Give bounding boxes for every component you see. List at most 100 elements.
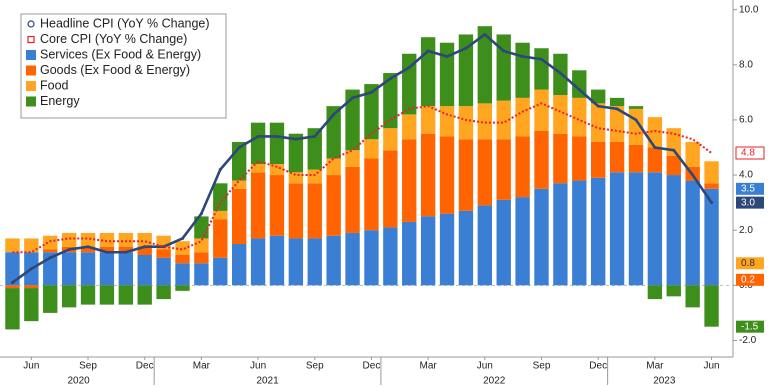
bar-segment xyxy=(383,150,398,228)
end-label: 3.0 xyxy=(741,197,755,208)
bar-segment xyxy=(175,263,190,286)
bar-segment xyxy=(269,235,285,286)
bar-segment xyxy=(383,128,398,151)
bar-segment xyxy=(591,177,606,286)
x-tick-label: Sep xyxy=(306,361,324,372)
bar-segment xyxy=(647,172,663,286)
y-tick-label: 8.0 xyxy=(739,59,753,70)
bar-segment xyxy=(326,158,341,176)
bar-segment xyxy=(194,263,209,286)
bar-segment xyxy=(99,246,115,253)
bar-segment xyxy=(24,285,39,289)
bar-segment xyxy=(420,37,436,107)
bar-segment xyxy=(666,175,681,286)
end-label-box xyxy=(736,320,764,333)
bar-segment xyxy=(364,139,379,159)
bar-segment xyxy=(213,257,228,286)
bar-segment xyxy=(288,183,304,239)
bar-segment xyxy=(175,241,190,255)
point xyxy=(218,168,222,172)
bar-segment xyxy=(175,285,190,291)
bar-segment xyxy=(439,42,455,107)
bar-segment xyxy=(609,106,625,142)
bar-segment xyxy=(534,89,549,131)
bar-segment xyxy=(364,230,379,286)
bar-segment xyxy=(156,285,171,300)
x-tick-label: Jun xyxy=(477,361,493,372)
point xyxy=(237,145,241,149)
bar-segment xyxy=(704,188,719,286)
bar-segment xyxy=(572,97,587,137)
legend-label: Food xyxy=(40,78,69,92)
bar-segment xyxy=(685,141,700,167)
bar-segment xyxy=(572,136,587,181)
end-label-box xyxy=(736,273,764,286)
bar-segment xyxy=(609,141,625,173)
bar-segment xyxy=(213,219,228,258)
y-tick-label: -2.0 xyxy=(739,335,757,346)
bar-segment xyxy=(553,183,568,286)
bar-segment xyxy=(43,285,58,313)
bar-segment xyxy=(496,100,511,140)
bar-segment xyxy=(364,158,379,231)
bar-segment xyxy=(213,183,228,211)
bar-segment xyxy=(572,180,587,286)
point xyxy=(369,90,373,94)
bar-segment xyxy=(458,34,474,107)
bar-segment xyxy=(591,89,606,104)
bar-segment xyxy=(628,172,644,286)
x-tick-label: Dec xyxy=(136,361,154,372)
bar-segment xyxy=(137,246,152,255)
bar-segment xyxy=(250,164,266,173)
legend-marker xyxy=(27,35,35,44)
point xyxy=(502,49,506,53)
point xyxy=(540,57,543,61)
bar-segment xyxy=(609,97,625,107)
bar-segment xyxy=(5,252,20,286)
bar-segment xyxy=(704,161,719,184)
bar-segment xyxy=(118,246,133,253)
bar-segment xyxy=(269,175,285,236)
bar-segment xyxy=(685,180,700,286)
point xyxy=(634,118,638,122)
bar-segment xyxy=(345,150,360,167)
end-label: 3.5 xyxy=(741,183,755,194)
point xyxy=(124,250,128,254)
bar-segment xyxy=(288,238,304,286)
point xyxy=(426,49,430,53)
bar-segment xyxy=(515,42,530,98)
legend-marker xyxy=(26,96,36,107)
bar-segment xyxy=(477,139,492,206)
legend-label: Core CPI (YoY % Change) xyxy=(40,32,187,46)
end-label: 4.8 xyxy=(741,148,755,159)
x-tick-label: Sep xyxy=(533,361,551,372)
bar-segment xyxy=(458,106,474,140)
bar-segment xyxy=(194,252,209,264)
bar-segment xyxy=(61,252,77,286)
point xyxy=(67,247,71,251)
point xyxy=(199,212,203,216)
bar-segment xyxy=(99,232,115,247)
bar-segment xyxy=(553,133,568,184)
bar-segment xyxy=(420,106,436,134)
end-label-box xyxy=(736,257,764,270)
line xyxy=(11,32,713,284)
bar-segment xyxy=(232,180,247,189)
point xyxy=(558,71,562,75)
bar-segment xyxy=(137,285,152,305)
point xyxy=(710,201,714,205)
x-tick-label: Jun xyxy=(703,361,719,372)
bar-segment xyxy=(685,285,700,308)
bar-segment xyxy=(269,122,285,165)
bar-segment xyxy=(24,238,39,253)
year-label: 2023 xyxy=(653,376,676,387)
point xyxy=(464,46,468,50)
x-tick-label: Sep xyxy=(79,361,97,372)
bar-segment xyxy=(364,84,379,140)
bar-segment xyxy=(118,252,133,286)
point xyxy=(313,134,317,138)
x-tick-label: Dec xyxy=(363,361,381,372)
bar-segment xyxy=(5,288,20,330)
line xyxy=(12,102,713,254)
